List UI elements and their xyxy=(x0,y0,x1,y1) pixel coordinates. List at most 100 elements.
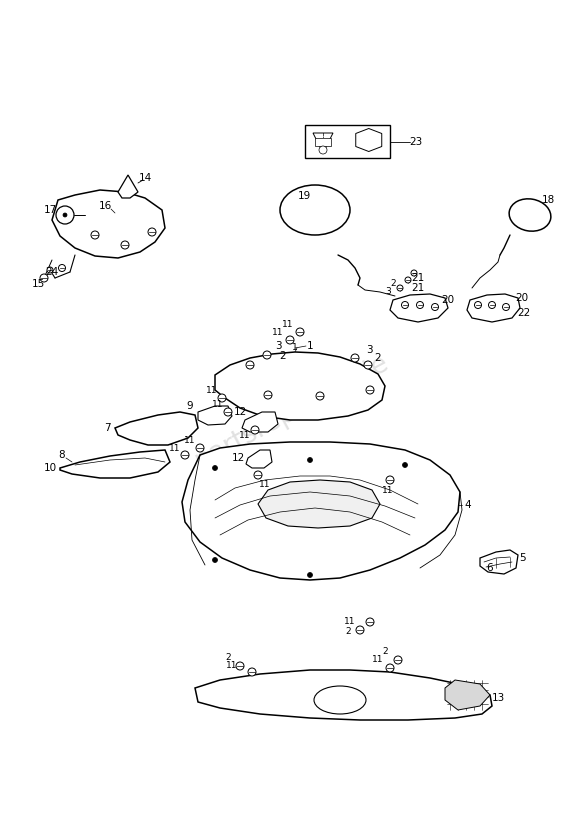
Text: 2: 2 xyxy=(345,628,351,636)
Polygon shape xyxy=(215,352,385,420)
Circle shape xyxy=(251,426,259,434)
Text: 18: 18 xyxy=(542,195,554,205)
Text: 2: 2 xyxy=(280,351,286,361)
Circle shape xyxy=(366,386,374,394)
Circle shape xyxy=(475,302,482,308)
Circle shape xyxy=(503,303,510,311)
Circle shape xyxy=(394,656,402,664)
Text: 11: 11 xyxy=(206,386,217,395)
Circle shape xyxy=(364,361,372,369)
Circle shape xyxy=(248,668,256,676)
Circle shape xyxy=(47,267,53,273)
Circle shape xyxy=(40,274,48,282)
Text: 3: 3 xyxy=(385,287,391,296)
Text: 14: 14 xyxy=(138,173,152,183)
FancyBboxPatch shape xyxy=(305,125,390,158)
Text: 2: 2 xyxy=(390,279,396,288)
Circle shape xyxy=(148,228,156,236)
Text: 11: 11 xyxy=(226,662,238,671)
Circle shape xyxy=(405,277,411,283)
Text: 9: 9 xyxy=(187,401,194,411)
Circle shape xyxy=(263,351,271,359)
Circle shape xyxy=(181,451,189,459)
Circle shape xyxy=(366,618,374,626)
Circle shape xyxy=(91,231,99,239)
Polygon shape xyxy=(198,406,232,425)
Text: 7: 7 xyxy=(104,423,110,433)
Text: 11: 11 xyxy=(282,320,294,329)
Ellipse shape xyxy=(280,185,350,235)
Circle shape xyxy=(246,361,254,369)
Text: 11: 11 xyxy=(373,656,384,664)
Text: 11: 11 xyxy=(344,617,356,626)
Text: 4: 4 xyxy=(465,500,471,510)
Ellipse shape xyxy=(314,686,366,714)
Circle shape xyxy=(402,302,409,308)
Circle shape xyxy=(316,392,324,400)
Circle shape xyxy=(296,328,304,336)
Polygon shape xyxy=(60,450,170,478)
Circle shape xyxy=(307,573,312,578)
Text: 21: 21 xyxy=(412,283,424,293)
Circle shape xyxy=(416,302,423,308)
Circle shape xyxy=(489,302,496,308)
Circle shape xyxy=(236,662,244,670)
Circle shape xyxy=(212,558,217,563)
Circle shape xyxy=(58,265,65,271)
Text: 17: 17 xyxy=(43,205,57,215)
Polygon shape xyxy=(246,450,272,468)
Polygon shape xyxy=(445,680,490,710)
Polygon shape xyxy=(480,550,518,574)
Circle shape xyxy=(397,285,403,291)
Text: 11: 11 xyxy=(239,430,251,439)
Text: 16: 16 xyxy=(99,201,111,211)
Text: 10: 10 xyxy=(44,463,57,473)
Text: partsrepublik.de: partsrepublik.de xyxy=(191,350,394,474)
Text: 2: 2 xyxy=(225,653,231,662)
Text: 11: 11 xyxy=(169,443,181,452)
Text: 1: 1 xyxy=(307,341,313,351)
Text: 6: 6 xyxy=(487,563,493,573)
Text: 12: 12 xyxy=(231,453,245,463)
Text: 11: 11 xyxy=(259,480,271,489)
Text: 11: 11 xyxy=(184,436,196,444)
Text: 11: 11 xyxy=(212,400,224,409)
Text: 3: 3 xyxy=(275,341,282,351)
Circle shape xyxy=(411,270,417,276)
Text: 11: 11 xyxy=(382,485,394,494)
Polygon shape xyxy=(195,670,492,720)
Text: 23: 23 xyxy=(409,137,423,147)
Polygon shape xyxy=(467,294,520,322)
Circle shape xyxy=(63,213,67,217)
Text: 20: 20 xyxy=(441,295,455,305)
Circle shape xyxy=(386,476,394,484)
Text: 5: 5 xyxy=(519,553,525,563)
Circle shape xyxy=(224,408,232,416)
Circle shape xyxy=(56,206,74,224)
Circle shape xyxy=(402,462,408,467)
Text: 20: 20 xyxy=(515,293,529,303)
Circle shape xyxy=(218,394,226,402)
Circle shape xyxy=(431,303,438,311)
Circle shape xyxy=(286,336,294,344)
Text: 19: 19 xyxy=(297,191,311,201)
Circle shape xyxy=(319,146,327,154)
Circle shape xyxy=(386,664,394,672)
Circle shape xyxy=(254,471,262,479)
Text: 13: 13 xyxy=(491,693,505,703)
Text: 21: 21 xyxy=(412,273,424,283)
Polygon shape xyxy=(390,294,448,322)
Circle shape xyxy=(264,391,272,399)
Circle shape xyxy=(212,466,217,471)
Text: 1: 1 xyxy=(292,343,298,352)
Text: 12: 12 xyxy=(233,407,247,417)
Polygon shape xyxy=(115,412,198,445)
Text: 3: 3 xyxy=(366,345,373,355)
Text: 22: 22 xyxy=(517,308,531,318)
FancyBboxPatch shape xyxy=(315,138,331,146)
Text: 8: 8 xyxy=(59,450,65,460)
Polygon shape xyxy=(118,175,138,198)
Circle shape xyxy=(196,444,204,452)
Text: 2: 2 xyxy=(375,353,381,363)
Polygon shape xyxy=(258,480,380,528)
